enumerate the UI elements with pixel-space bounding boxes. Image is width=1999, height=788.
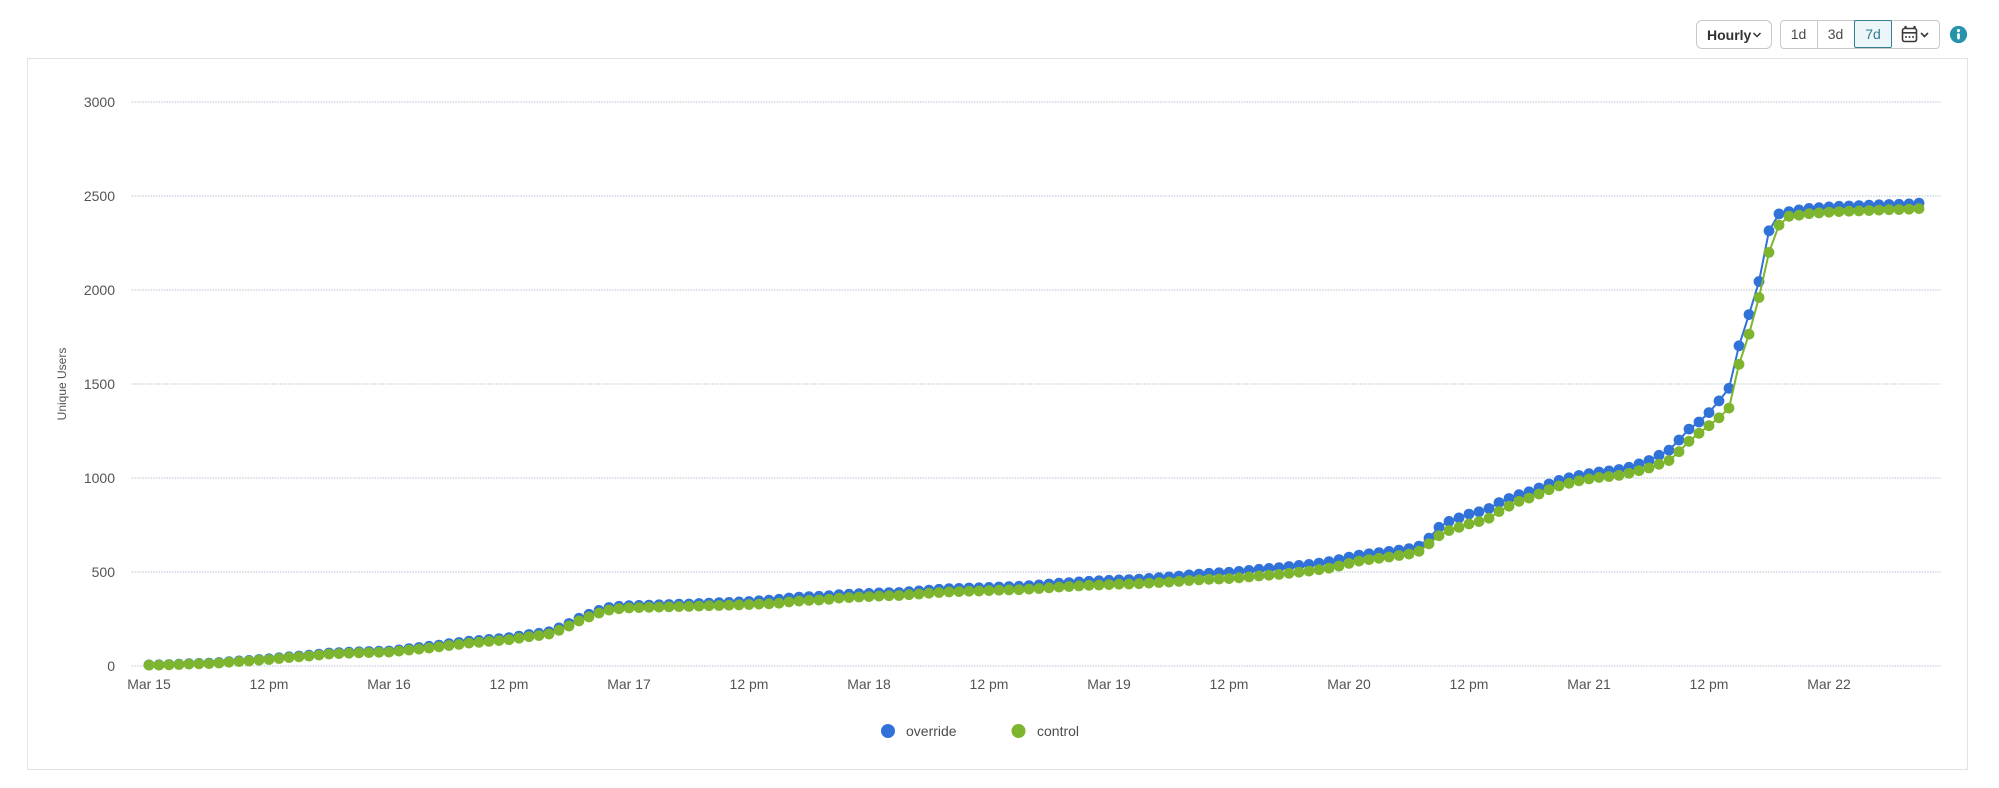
svg-text:12 pm: 12 pm bbox=[730, 676, 769, 692]
svg-text:Mar 15: Mar 15 bbox=[127, 676, 171, 692]
svg-text:12 pm: 12 pm bbox=[970, 676, 1009, 692]
svg-text:Mar 19: Mar 19 bbox=[1087, 676, 1131, 692]
svg-text:12 pm: 12 pm bbox=[1450, 676, 1489, 692]
svg-text:12 pm: 12 pm bbox=[1690, 676, 1729, 692]
svg-text:1000: 1000 bbox=[84, 470, 115, 486]
svg-text:1500: 1500 bbox=[84, 376, 115, 392]
svg-text:500: 500 bbox=[92, 564, 116, 580]
svg-text:Mar 18: Mar 18 bbox=[847, 676, 891, 692]
svg-text:12 pm: 12 pm bbox=[490, 676, 529, 692]
svg-text:override: override bbox=[906, 723, 957, 739]
svg-text:Mar 21: Mar 21 bbox=[1567, 676, 1611, 692]
svg-text:2000: 2000 bbox=[84, 282, 115, 298]
svg-text:0: 0 bbox=[107, 658, 115, 674]
svg-text:3000: 3000 bbox=[84, 94, 115, 110]
svg-text:Mar 17: Mar 17 bbox=[607, 676, 651, 692]
svg-text:control: control bbox=[1037, 723, 1079, 739]
svg-text:Unique Users: Unique Users bbox=[55, 348, 69, 421]
svg-text:Mar 20: Mar 20 bbox=[1327, 676, 1371, 692]
svg-text:12 pm: 12 pm bbox=[1210, 676, 1249, 692]
svg-text:2500: 2500 bbox=[84, 188, 115, 204]
svg-text:Mar 16: Mar 16 bbox=[367, 676, 411, 692]
svg-text:12 pm: 12 pm bbox=[250, 676, 289, 692]
svg-text:Mar 22: Mar 22 bbox=[1807, 676, 1851, 692]
